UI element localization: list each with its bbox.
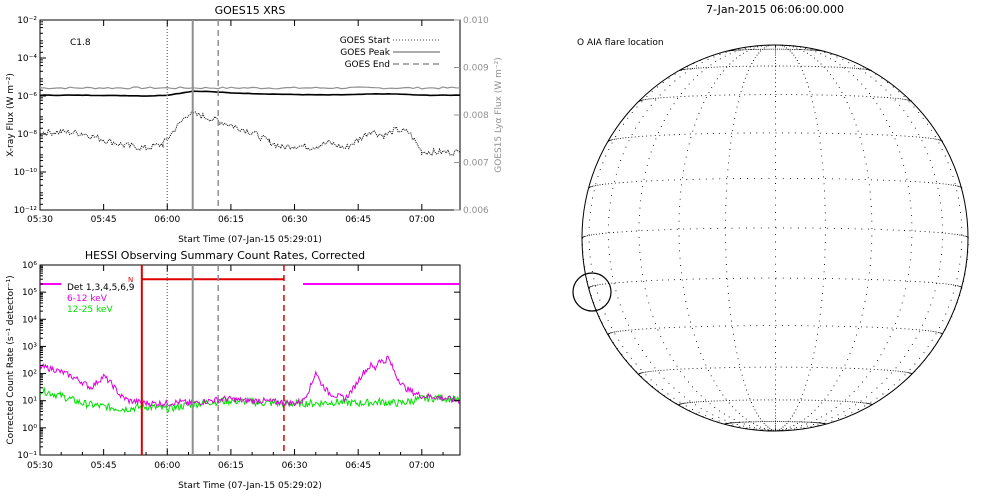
- solar-disk-grid: [582, 44, 969, 432]
- goes-series-layer: [39, 20, 461, 210]
- goes-legend: GOES Start GOES Peak GOES End: [340, 36, 440, 70]
- hessi-ylabel: Corrected Count Rate (s⁻¹ detector⁻¹): [6, 275, 16, 444]
- goes-ylabel: X-ray Flux (W m⁻²): [6, 73, 16, 157]
- solar-limb: [581, 44, 969, 432]
- goes-xlabel: Start Time (07-Jan-15 05:29:01): [178, 235, 322, 245]
- goes-legend-start: GOES Start: [340, 36, 391, 46]
- map-legend: O AIA flare location: [577, 38, 664, 48]
- goes-axes-layer: 10⁻² 10⁻⁴ 10⁻⁶ 10⁻⁸ 10⁻¹⁰ 10⁻¹² 0.010 0.009 0.00…: [14, 16, 489, 225]
- goes-y2tick-label: 0.008: [463, 111, 489, 121]
- hessi-ytick-label: 10⁶: [22, 261, 37, 271]
- goes-y2tick-label: 0.009: [463, 64, 489, 74]
- goes-title: GOES15 XRS: [215, 4, 286, 17]
- aia-flare-location-marker: [572, 272, 612, 312]
- hessi-ytick-label: 10⁵: [22, 288, 37, 298]
- hessi-ytick-label: 10⁻¹: [17, 451, 37, 461]
- goes-y2label: GOES15 Lyα Flux (W m⁻²): [494, 57, 504, 173]
- goes-legend-peak: GOES Peak: [340, 48, 390, 58]
- goes-lya-series: [39, 86, 461, 90]
- goes-xtick-label: 06:15: [218, 215, 244, 225]
- hessi-xtick-label: 06:45: [345, 461, 371, 471]
- hessi-series-layer: [39, 265, 461, 455]
- hessi-legend-6-12kev: 6-12 keV: [67, 294, 108, 304]
- goes-short-channel-series: [39, 110, 461, 157]
- hessi-6-12kev-series: [39, 355, 461, 408]
- hessi-xtick-label: 06:30: [282, 461, 308, 471]
- goes-xtick-label: 06:45: [345, 215, 371, 225]
- hessi-night-marker: N: [128, 276, 133, 284]
- hessi-ytick-label: 10¹: [22, 397, 37, 407]
- hessi-xtick-label: 05:45: [91, 461, 117, 471]
- goes-xtick-label: 05:30: [27, 215, 53, 225]
- hessi-ytick-label: 10³: [22, 342, 37, 352]
- goes-y2tick-label: 0.006: [463, 206, 489, 216]
- goes-xtick-label: 07:00: [409, 215, 435, 225]
- hessi-ytick-label: 10⁰: [22, 424, 37, 434]
- goes-ytick-label: 10⁻⁴: [17, 54, 37, 64]
- goes-ytick-label: 10⁻¹⁰: [14, 168, 38, 178]
- hessi-legend-detectors: Det 1,3,4,5,6,9: [67, 283, 135, 293]
- goes-class-label: C1.8: [70, 38, 91, 48]
- hessi-12-25kev-series: [39, 387, 461, 414]
- hessi-xlabel: Start Time (07-Jan-15 05:29:02): [178, 481, 322, 491]
- goes-ytick-label: 10⁻²: [17, 16, 37, 26]
- hessi-axes-layer: 10⁶ 10⁵ 10⁴ 10³ 10² 10¹ 10⁰ 10⁻¹05:30 05:45 06:00…: [17, 261, 460, 471]
- map-title: 7-Jan-2015 06:06:00.000: [706, 3, 844, 16]
- goes-xtick-label: 05:45: [91, 215, 117, 225]
- hessi-legend: Det 1,3,4,5,6,9 6-12 keV 12-25 keV: [67, 283, 135, 315]
- goes-xtick-label: 06:30: [282, 215, 308, 225]
- goes-plot-frame: [39, 19, 461, 211]
- goes-y2tick-label: 0.007: [463, 159, 489, 169]
- hessi-title: HESSI Observing Summary Count Rates, Cor…: [85, 249, 365, 262]
- hessi-xtick-label: 06:15: [218, 461, 244, 471]
- hessi-ytick-label: 10²: [22, 370, 37, 380]
- solar-grid-dots: [582, 44, 969, 432]
- goes-xtick-label: 06:00: [154, 215, 180, 225]
- hessi-legend-12-25kev: 12-25 keV: [67, 305, 113, 315]
- goes-ytick-label: 10⁻¹²: [14, 206, 38, 216]
- hessi-xtick-label: 06:00: [154, 461, 180, 471]
- goes-y2tick-label: 0.010: [463, 16, 489, 26]
- goes-long-channel-series: [39, 90, 461, 97]
- hessi-xtick-label: 07:00: [409, 461, 435, 471]
- hessi-plot-frame: [39, 264, 461, 456]
- hessi-ytick-label: 10⁴: [22, 315, 37, 325]
- hessi-xtick-label: 05:30: [27, 461, 53, 471]
- goes-ytick-label: 10⁻⁸: [17, 130, 37, 140]
- goes-ytick-label: 10⁻⁶: [17, 92, 37, 102]
- goes-legend-end: GOES End: [345, 60, 390, 70]
